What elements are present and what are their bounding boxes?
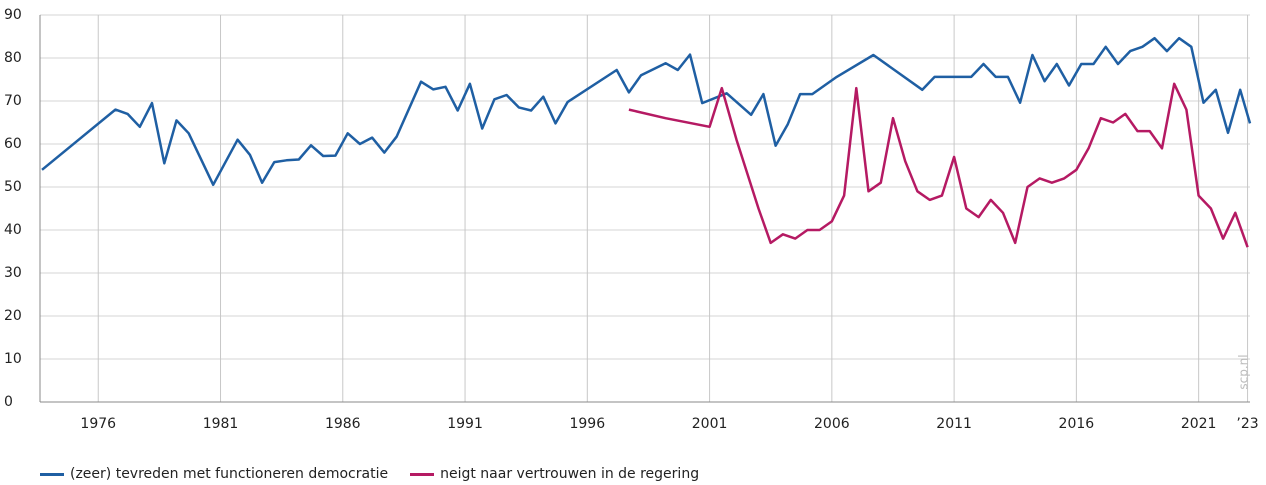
legend: (zeer) tevreden met functioneren democra…	[40, 466, 699, 482]
series-line	[41, 36, 1252, 187]
y-tick-label: 20	[4, 308, 22, 324]
y-tick-label: 60	[4, 136, 22, 152]
y-tick-label: 70	[4, 93, 22, 109]
y-tick-label: 0	[4, 394, 13, 410]
watermark: scp.nl	[1237, 354, 1251, 389]
series-line	[628, 82, 1249, 248]
legend-item: (zeer) tevreden met functioneren democra…	[40, 466, 388, 482]
x-tick-label: 1991	[447, 416, 483, 432]
x-tick-label: 2001	[692, 416, 728, 432]
chart: 0 10 20 30 40 50 60 70 80 90 1976 1981 1986 1991 1996 2…	[4, 7, 1259, 432]
legend-item: neigt naar vertrouwen in de regering	[410, 466, 699, 482]
y-tick-label: 30	[4, 265, 22, 281]
legend-swatch	[40, 472, 64, 476]
x-tick-label: 1996	[569, 416, 605, 432]
x-tick-label: 1976	[80, 416, 116, 432]
x-tick-label: 1986	[325, 416, 361, 432]
x-tick-label: 2016	[1059, 416, 1095, 432]
y-tick-label: 10	[4, 351, 22, 367]
legend-swatch	[410, 472, 435, 476]
y-tick-label: 50	[4, 179, 22, 195]
y-tick-label: 40	[4, 222, 22, 238]
x-tick-label: 2006	[814, 416, 850, 432]
y-tick-label: 90	[4, 7, 22, 23]
x-tick-label: 1981	[203, 416, 239, 432]
x-tick-label: ’23	[1236, 416, 1258, 432]
legend-label: neigt naar vertrouwen in de regering	[440, 466, 700, 482]
legend-label: (zeer) tevreden met functioneren democra…	[70, 466, 389, 482]
x-tick-label: 2021	[1181, 416, 1217, 432]
y-tick-label: 80	[4, 50, 22, 66]
x-tick-label: 2011	[936, 416, 972, 432]
